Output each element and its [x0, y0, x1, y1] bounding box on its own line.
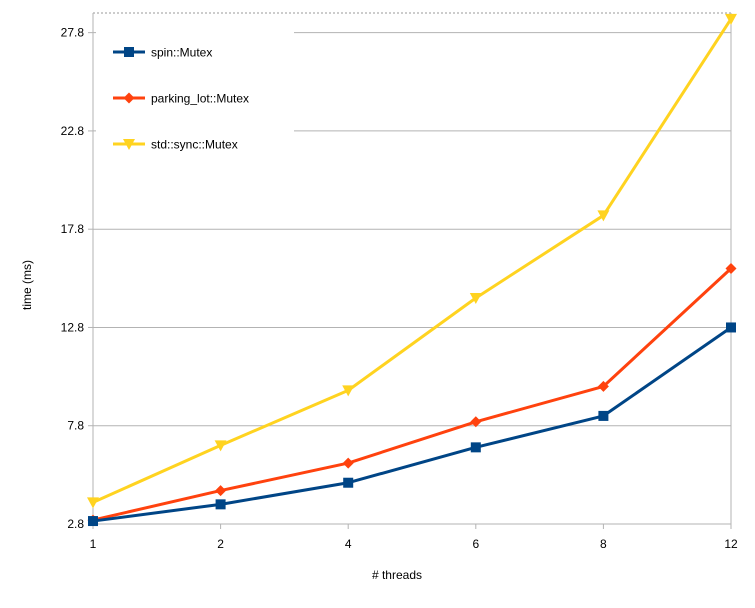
y-tick-label: 2.8 — [67, 517, 84, 531]
y-axis-label: time (ms) — [20, 260, 34, 310]
y-tick-label: 7.8 — [67, 419, 84, 433]
x-tick-label: 4 — [345, 537, 352, 551]
x-axis-label: # threads — [372, 568, 422, 582]
series-line — [92, 267, 733, 522]
x-tick-label: 8 — [600, 537, 607, 551]
x-tick-label: 1 — [90, 537, 97, 551]
legend-marker — [124, 47, 134, 57]
data-point — [342, 385, 355, 397]
series-3 — [87, 13, 737, 509]
y-tick-label: 17.8 — [61, 222, 85, 236]
data-point — [88, 516, 98, 527]
y-tick-label: 12.8 — [61, 320, 85, 334]
data-point — [597, 210, 610, 222]
legend-label: spin::Mutex — [151, 46, 212, 60]
data-point — [597, 380, 609, 392]
legend: spin::Mutexparking_lot::Mutexstd::sync::… — [96, 30, 294, 162]
legend-marker — [123, 139, 135, 150]
series-1 — [88, 322, 736, 527]
series — [87, 13, 737, 527]
data-point — [342, 457, 354, 469]
data-point — [726, 322, 736, 333]
data-point — [598, 410, 609, 421]
data-point — [725, 263, 737, 274]
data-point — [215, 485, 227, 497]
series-line — [92, 18, 733, 504]
legend-item: std::sync::Mutex — [113, 138, 238, 152]
data-point — [87, 497, 99, 509]
legend-marker — [123, 92, 135, 104]
legend-item: spin::Mutex — [113, 46, 212, 60]
axes: 2.87.812.817.822.827.81 2 4 6 8 12 — [61, 13, 738, 551]
data-point — [215, 499, 226, 510]
x-tick-label: 6 — [472, 537, 479, 551]
data-point — [469, 292, 482, 304]
data-point — [470, 442, 481, 453]
series-2 — [87, 263, 737, 526]
data-point — [343, 477, 354, 488]
y-tick-label: 27.8 — [61, 26, 85, 40]
series-line — [92, 326, 732, 523]
x-tick-label: 12 — [724, 537, 738, 551]
data-point — [470, 416, 482, 428]
legend-label: parking_lot::Mutex — [151, 92, 249, 106]
legend-label: std::sync::Mutex — [151, 138, 238, 152]
y-tick-label: 22.8 — [61, 124, 85, 138]
legend-item: parking_lot::Mutex — [113, 92, 249, 106]
data-point — [214, 440, 227, 452]
x-tick-label: 2 — [217, 537, 224, 551]
data-point — [725, 13, 737, 25]
